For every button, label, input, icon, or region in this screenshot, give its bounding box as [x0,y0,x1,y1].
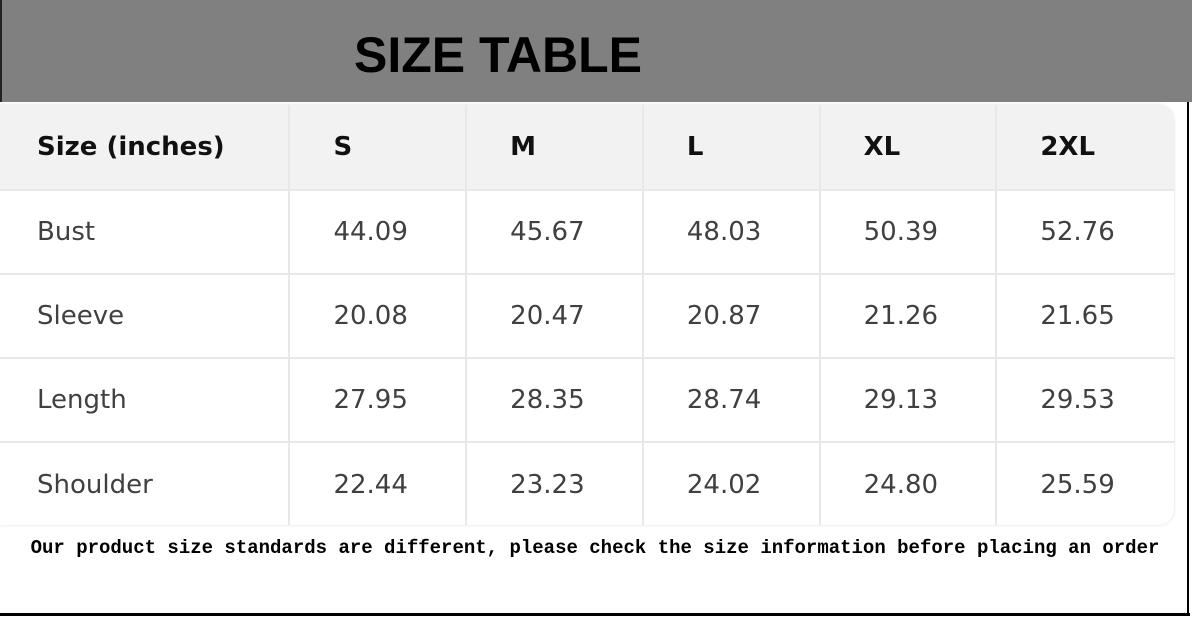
page-title: SIZE TABLE [354,27,642,83]
table-row: Length 27.95 28.35 28.74 29.13 29.53 [0,359,1174,443]
row-label: Length [0,359,291,441]
table-cell: 23.23 [467,443,644,525]
table-cell: 44.09 [290,191,468,273]
table-cell: 21.26 [821,275,998,357]
table-cell: 29.13 [821,359,998,441]
header-cell: Size (inches) [0,105,291,189]
table-row: Bust 44.09 45.67 48.03 50.39 52.76 [0,191,1174,275]
table-cell: 28.35 [467,359,644,441]
title-banner: SIZE TABLE [0,0,1192,102]
table-cell: 20.47 [467,275,644,357]
header-cell: 2XL [1040,132,1096,162]
table-cell: 50.39 [821,191,998,273]
size-note: Our product size standards are different… [30,537,1160,559]
row-label: Shoulder [0,443,291,525]
right-border [1187,102,1189,614]
table-cell: 21.65 [1040,301,1115,331]
table-cell: 28.74 [644,359,821,441]
table-cell: 20.08 [290,275,468,357]
table-cell: 27.95 [290,359,468,441]
header-cell: XL [821,105,998,189]
row-label: Bust [0,191,291,273]
table-cell: 24.02 [644,443,821,525]
table-cell: 25.59 [1040,470,1115,500]
header-cell: M [467,105,644,189]
table-row: Sleeve 20.08 20.47 20.87 21.26 21.65 [0,275,1174,359]
table-cell: 22.44 [290,443,468,525]
header-cell: L [644,105,821,189]
table-cell: 52.76 [1040,217,1115,247]
row-label: Sleeve [0,275,291,357]
table-header-row: Size (inches) S M L XL 2XL [0,105,1174,191]
header-cell: S [290,105,468,189]
table-cell: 45.67 [467,191,644,273]
table-cell: 29.53 [1040,385,1115,415]
table-cell: 20.87 [644,275,821,357]
bottom-border [0,613,1190,616]
size-table: Size (inches) S M L XL 2XL Bust 44.09 45.67 48.03… [0,105,1174,525]
table-row: Shoulder 22.44 23.23 24.02 24.80 25.59 [0,443,1174,525]
table-cell: 48.03 [644,191,821,273]
table-cell: 24.80 [821,443,998,525]
